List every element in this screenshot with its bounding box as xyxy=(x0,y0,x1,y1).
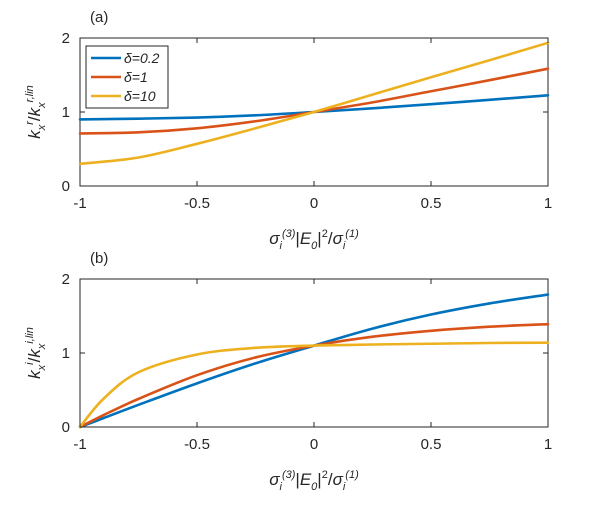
panel-b-label: (b) xyxy=(90,250,108,267)
x-tick-label: 0 xyxy=(310,436,318,453)
panel-b-x-axis-label: σi(3)|E0|2/σi(1) xyxy=(269,469,359,493)
y-tick-label: 1 xyxy=(62,104,70,121)
y-tick-label: 0 xyxy=(62,419,70,436)
panel-a-ticks: -1 -0.5 0 0.5 1 0 1 2 xyxy=(62,30,553,212)
panel-a: (a) -1 -0.5 0 0.5 1 0 1 2 σi(3)|E0|2/σi(1) kxr/… xyxy=(24,9,552,252)
panel-a-series xyxy=(78,41,550,166)
legend-label-delta-0-2: δ=0.2 xyxy=(124,50,160,66)
panel-a-y-axis-label: kxr/kxr,lin xyxy=(24,85,48,139)
panel-b-ticks: -1 -0.5 0 0.5 1 0 1 2 xyxy=(62,271,553,453)
panel-a-x-axis-label: σi(3)|E0|2/σi(1) xyxy=(269,228,359,252)
y-tick-label: 2 xyxy=(62,30,70,47)
x-tick-label: -1 xyxy=(73,436,86,453)
x-tick-label: 1 xyxy=(544,436,552,453)
panel-b-axes-box xyxy=(79,278,549,428)
x-tick-label: 1 xyxy=(544,195,552,212)
x-tick-label: 0 xyxy=(310,195,318,212)
y-tick-label: 0 xyxy=(62,178,70,195)
series-line-delta-0-2-panel-b xyxy=(78,293,550,429)
legend: δ=0.2 δ=1 δ=10 xyxy=(85,45,169,109)
series-line-delta-10-panel-a xyxy=(78,41,550,166)
x-tick-label: 0.5 xyxy=(421,195,442,212)
x-tick-label: -0.5 xyxy=(184,436,210,453)
legend-label-delta-1: δ=1 xyxy=(124,69,148,85)
x-tick-label: -0.5 xyxy=(184,195,210,212)
panel-b: (b) -1 -0.5 0 0.5 1 0 1 2 σi(3)|E0|2/σi(1) kxi/… xyxy=(24,250,552,493)
panel-b-series xyxy=(78,293,550,429)
legend-label-delta-10: δ=10 xyxy=(124,88,156,104)
y-tick-label: 1 xyxy=(62,345,70,362)
y-tick-label: 2 xyxy=(62,271,70,288)
series-line-delta-10-panel-b xyxy=(78,341,550,429)
panel-a-label: (a) xyxy=(90,9,108,26)
panel-b-y-axis-label: kxi/kxi,lin xyxy=(24,327,48,379)
series-line-delta-1-panel-b xyxy=(78,322,550,429)
x-tick-label: -1 xyxy=(73,195,86,212)
x-tick-label: 0.5 xyxy=(421,436,442,453)
